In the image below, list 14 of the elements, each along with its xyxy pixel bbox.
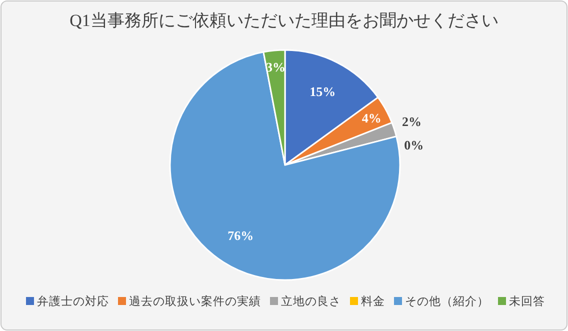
- legend-label: 立地の良さ: [281, 294, 341, 308]
- text: 0%: [404, 137, 424, 152]
- legend-label: 料金: [361, 295, 385, 308]
- legend-label: その他（紹介）: [405, 295, 489, 308]
- data-label: 76%: [228, 228, 254, 243]
- chart-title: Q1当事務所にご依頼いただいた理由をお聞かせください: [70, 11, 498, 30]
- legend-label: 未回答: [509, 295, 545, 308]
- pie-slice: [169, 51, 401, 281]
- data-label: 4%: [362, 110, 382, 126]
- data-label: 15%: [310, 84, 336, 100]
- legend-label: 弁護士の対応: [37, 294, 109, 308]
- data-label: 3%: [266, 60, 286, 75]
- data-label: 2%: [402, 114, 422, 129]
- legend-label: 過去の取扱い案件の実績: [129, 294, 261, 308]
